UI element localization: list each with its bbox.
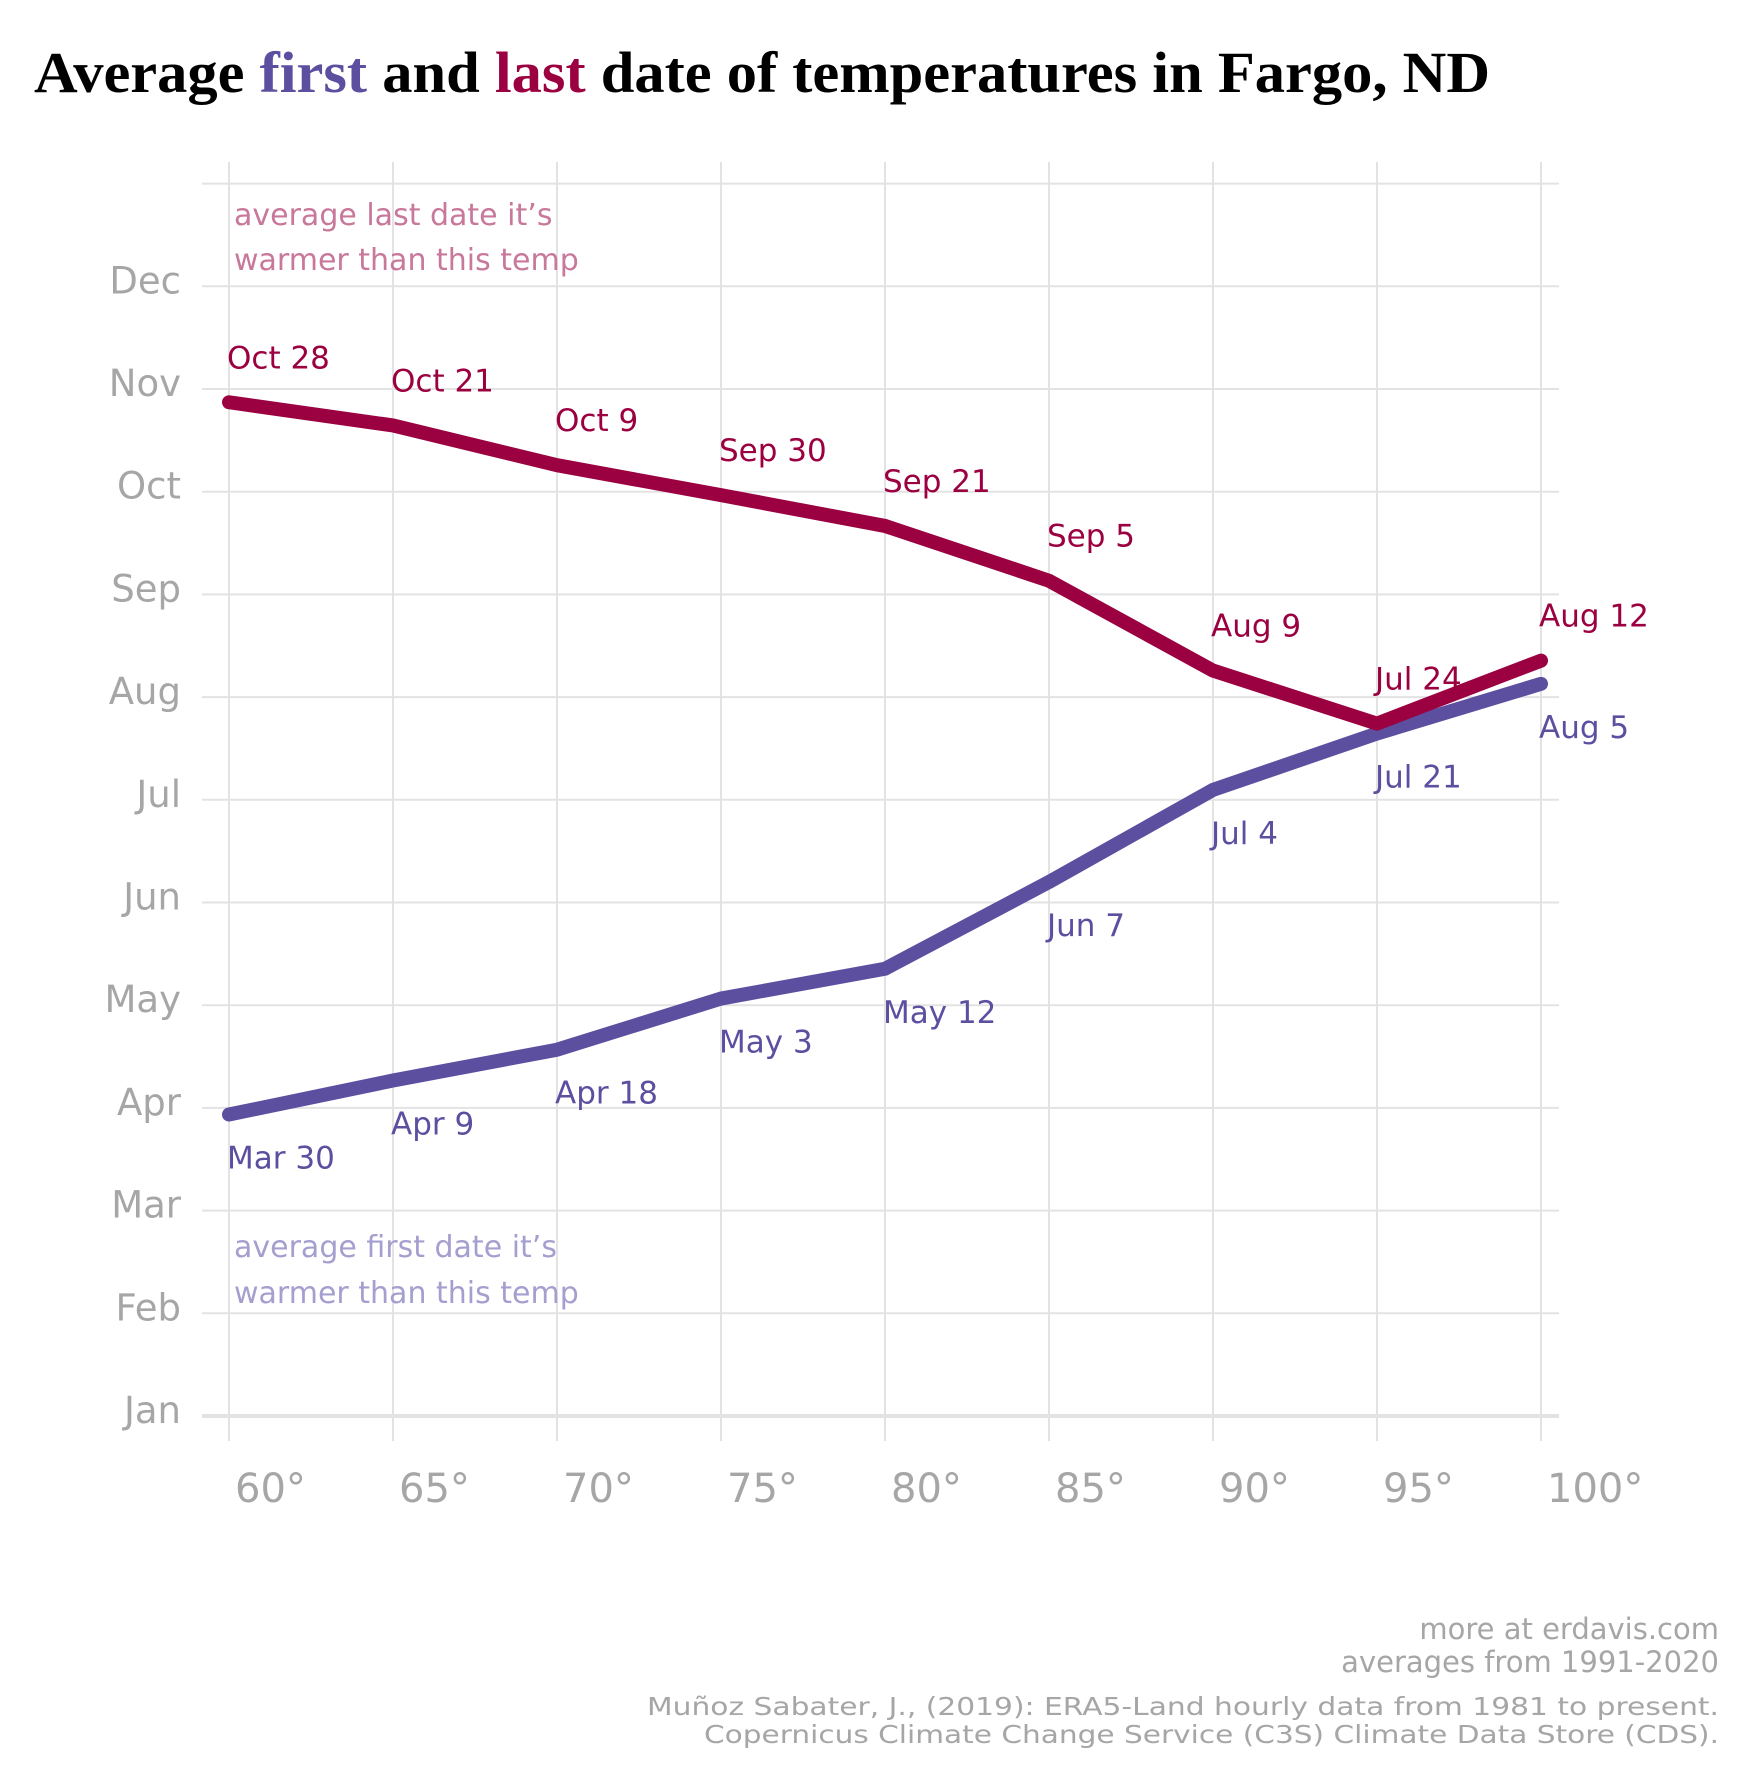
x-tick-label: 65°	[399, 1466, 470, 1512]
footer-range: averages from 1991-2020	[1341, 1645, 1719, 1679]
title-part-first: first	[260, 40, 368, 105]
data-label-last: Aug 12	[1539, 599, 1649, 635]
y-tick-label: Aug	[109, 670, 181, 713]
x-tick-label: 75°	[727, 1466, 798, 1512]
x-tick-label: 90°	[1219, 1466, 1290, 1512]
data-labels: Mar 30 Apr 9 Apr 18 May 3 May 12 Jun 7 Jul 4 Ju…	[227, 340, 1649, 1176]
data-label-first: Aug 5	[1539, 710, 1629, 746]
data-label-last: Oct 9	[555, 403, 638, 439]
y-tick-label: May	[105, 978, 182, 1021]
title-part-last: last	[495, 40, 586, 105]
x-tick-label: 80°	[891, 1466, 962, 1512]
annotation-last-line: warmer than this temp	[234, 243, 579, 278]
data-label-first: Apr 18	[555, 1076, 658, 1112]
data-label-first: Mar 30	[227, 1141, 335, 1177]
series-line-last	[222, 395, 1548, 731]
annotations: average last date it’s warmer than this t…	[234, 198, 579, 1311]
footer-citation-2: Copernicus Climate Change Service (C3S) …	[704, 1720, 1719, 1749]
y-tick-label: Oct	[117, 465, 181, 508]
x-tick-label: 60°	[235, 1466, 306, 1512]
footer-citation-1: Muñoz Sabater, J., (2019): ERA5-Land hou…	[647, 1692, 1719, 1721]
footer: more at erdavis.com averages from 1991-2…	[647, 1612, 1719, 1749]
data-label-first: Apr 9	[391, 1107, 474, 1143]
x-tick-label: 85°	[1055, 1466, 1126, 1512]
y-axis-labels: Jan Feb Mar Apr May Jun Jul Aug Sep Oct Nov Dec	[105, 259, 182, 1432]
annotation-last-line: average last date it’s	[234, 198, 552, 233]
gridlines	[202, 162, 1559, 1441]
data-label-first: Jul 4	[1209, 816, 1278, 852]
y-tick-label: Dec	[109, 259, 181, 302]
x-tick-label: 70°	[563, 1466, 634, 1512]
y-tick-label: Mar	[111, 1184, 182, 1227]
footer-site: more at erdavis.com	[1419, 1612, 1719, 1646]
data-label-first: Jun 7	[1045, 908, 1125, 944]
data-label-last: Sep 21	[883, 464, 991, 500]
data-label-last: Aug 9	[1211, 609, 1301, 645]
series-lines	[222, 395, 1548, 1122]
y-tick-label: Jul	[134, 773, 181, 816]
data-label-last: Oct 21	[391, 363, 494, 399]
y-tick-label: Apr	[117, 1081, 182, 1124]
y-tick-label: Jun	[121, 876, 181, 919]
title-part-plain: date of temperatures in Fargo, ND	[586, 40, 1490, 105]
title-part-plain: and	[367, 40, 495, 105]
y-tick-label: Jan	[122, 1389, 181, 1432]
annotation-first-line: warmer than this temp	[234, 1276, 579, 1311]
x-tick-label: 100°	[1547, 1466, 1643, 1512]
y-tick-label: Nov	[109, 362, 181, 405]
y-tick-label: Feb	[115, 1286, 181, 1329]
data-label-last: Oct 28	[227, 340, 330, 376]
y-tick-label: Sep	[111, 567, 181, 610]
data-label-last: Sep 5	[1047, 519, 1135, 555]
data-label-first: Jul 21	[1373, 760, 1462, 796]
data-label-last: Sep 30	[719, 433, 827, 469]
data-label-last: Jul 24	[1373, 662, 1462, 698]
x-tick-label: 95°	[1383, 1466, 1454, 1512]
chart-title: Average first and last date of temperatu…	[34, 40, 1490, 105]
data-label-first: May 3	[719, 1025, 813, 1061]
x-axis-labels: 60° 65° 70° 75° 80° 85° 90° 95° 100°	[235, 1466, 1643, 1512]
series-line-first	[222, 676, 1548, 1122]
annotation-first-line: average first date it’s	[234, 1230, 557, 1265]
title-part-plain: Average	[34, 40, 260, 105]
data-label-first: May 12	[883, 995, 996, 1031]
